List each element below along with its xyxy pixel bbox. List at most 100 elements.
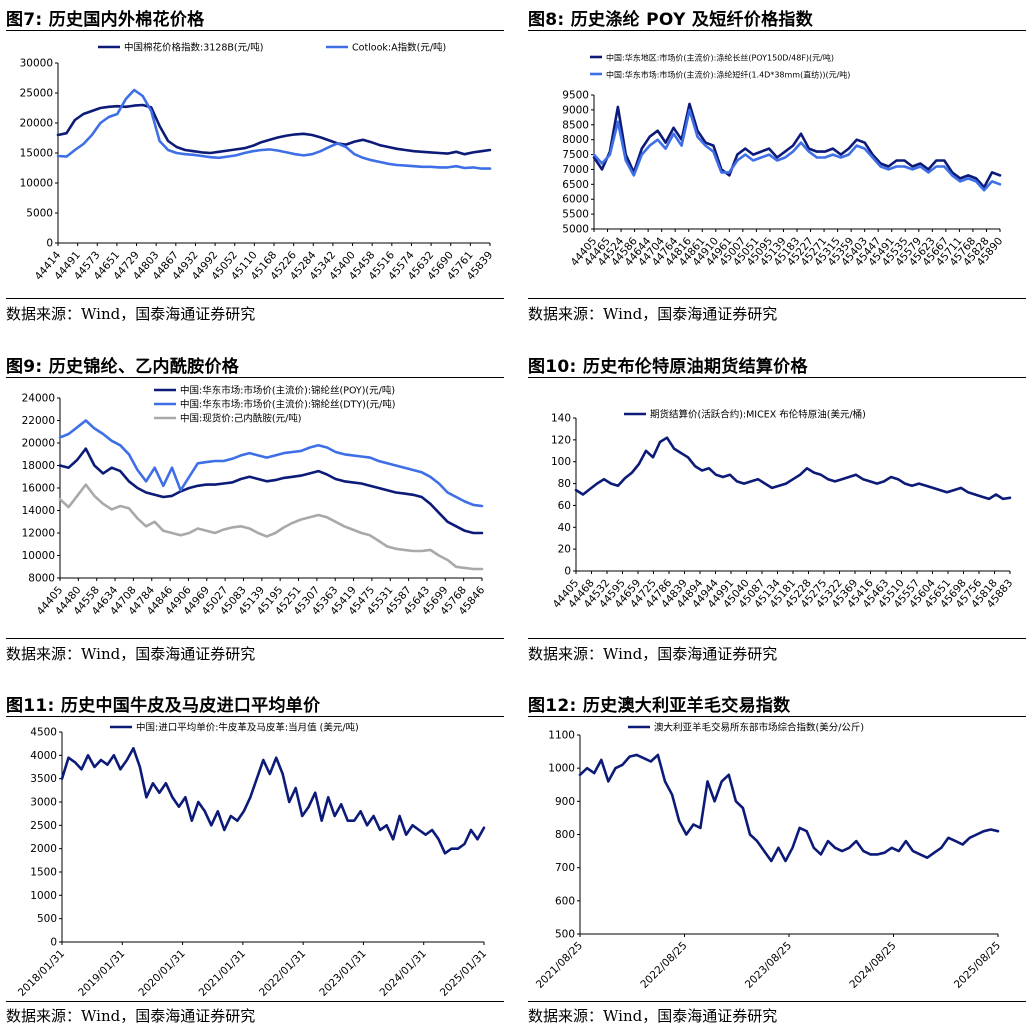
x-tick-label: 2024/08/25 — [847, 940, 898, 991]
x-tick-label: 2021/08/25 — [534, 940, 585, 991]
series-line-3 — [58, 483, 484, 571]
x-tick-label: 2025/08/25 — [952, 940, 1003, 991]
y-tick-label: 7500 — [562, 149, 589, 161]
y-tick-label: 2000 — [30, 843, 57, 855]
y-tick-label: 9500 — [562, 90, 589, 102]
y-tick-label: 6500 — [562, 179, 589, 191]
y-tick-label: 700 — [555, 862, 575, 874]
panel-title: 图11: 历史中国牛皮及马皮进口平均单价 — [6, 696, 321, 716]
y-tick-label: 120 — [551, 434, 571, 446]
y-tick-label: 0 — [50, 937, 57, 949]
series-line-2 — [56, 88, 492, 170]
y-tick-label: 0 — [46, 238, 53, 250]
x-tick-label: 2023/08/25 — [743, 940, 794, 991]
y-tick-label: 500 — [555, 929, 575, 941]
y-tick-label: 900 — [555, 796, 575, 808]
legend-label: 中国:华东市场:市场价(主流价):锦纶丝(POY)(元/吨) — [180, 385, 395, 397]
y-tick-label: 18000 — [22, 460, 55, 472]
chart-panel-wool: 图12: 历史澳大利亚羊毛交易指数 500 600 700 800 900 1000 110… — [528, 688, 1026, 1032]
y-tick-label: 40 — [558, 522, 571, 534]
y-tick-label: 60 — [558, 500, 571, 512]
x-tick-label: 2022/01/31 — [257, 948, 308, 999]
source-rule — [6, 638, 504, 639]
legend-label: 中国:华东地区:市场价(主流价):涤纶长丝(POY150D/48F)(元/吨) — [606, 53, 834, 63]
chart-svg: 0 500 1000 1500 2000 2500 3000 3500 4000 4500 2018… — [16, 722, 489, 999]
chart-panel-cotton: 图7: 历史国内外棉花价格 0 5000 10000 15000 20000 25000 3… — [6, 0, 504, 330]
y-tick-label: 2500 — [30, 820, 57, 832]
chart-svg: 0500010000150002000025000300004441444491… — [20, 42, 496, 283]
x-tick-label: 2022/08/25 — [638, 940, 689, 991]
y-tick-label: 12000 — [22, 528, 55, 540]
y-tick-label: 100 — [551, 456, 571, 468]
y-tick-label: 1500 — [30, 867, 57, 879]
y-tick-label: 8000 — [562, 134, 589, 146]
panel-title: 图12: 历史澳大利亚羊毛交易指数 — [528, 696, 791, 716]
y-tick-label: 22000 — [22, 415, 55, 427]
chart-svg: 8000 10000 12000 14000 16000 18000 20000 22000 2… — [22, 385, 488, 618]
series-line-1 — [592, 102, 1002, 189]
source-note: 数据来源：Wind，国泰海通证券研究 — [6, 305, 256, 323]
source-rule — [528, 1001, 1026, 1002]
y-tick-label: 10000 — [20, 178, 53, 190]
x-tick-label: 2024/01/31 — [378, 948, 429, 999]
chart-panel-polyester: 图8: 历史涤纶 POY 及短纤价格指数 5000 5500 6000 6500 700… — [528, 0, 1026, 330]
y-tick-label: 4000 — [30, 750, 57, 762]
series-line-1 — [60, 746, 486, 855]
y-tick-label: 15000 — [20, 148, 53, 160]
y-tick-label: 14000 — [22, 505, 55, 517]
panel-title: 图10: 历史布伦特原油期货结算价格 — [528, 357, 808, 377]
y-tick-label: 20000 — [22, 438, 55, 450]
legend-label: Cotlook:A指数(元/吨) — [352, 42, 446, 54]
x-tick-label: 2018/01/31 — [16, 948, 67, 999]
y-tick-label: 1000 — [30, 890, 57, 902]
chart-panel-hides: 图11: 历史中国牛皮及马皮进口平均单价 0 500 1000 1500 2000 250… — [6, 688, 504, 1032]
y-tick-label: 0 — [564, 566, 571, 578]
x-tick-label: 2023/01/31 — [317, 948, 368, 999]
source-note: 数据来源：Wind，国泰海通证券研究 — [6, 1007, 256, 1025]
series-line-1 — [578, 753, 1000, 863]
source-note: 数据来源：Wind，国泰海通证券研究 — [528, 1007, 778, 1025]
legend-label: 中国:现货价:己内酰胺(元/吨) — [180, 413, 302, 425]
y-tick-label: 3500 — [30, 773, 57, 785]
title-rule — [528, 30, 1026, 31]
y-tick-label: 9000 — [562, 104, 589, 116]
chart-svg: 5000 5500 6000 6500 7000 7500 8000 8500 9000 9500… — [562, 53, 1005, 269]
y-tick-label: 800 — [555, 829, 575, 841]
chart-panel-brent: 图10: 历史布伦特原油期货结算价格 0 20 40 60 80 100 120 140 444… — [528, 347, 1026, 677]
series-line-2 — [592, 108, 1002, 192]
legend-label: 期货结算价(活跃合约):MICEX 布伦特原油(美元/桶) — [650, 409, 866, 421]
title-rule — [6, 716, 504, 717]
y-tick-label: 30000 — [20, 58, 53, 70]
legend-label: 中国:华东市场:市场价(主流价):涤纶短纤(1.4D*38mm(直纺))(元/吨… — [606, 70, 850, 80]
title-rule — [6, 377, 504, 378]
panel-title: 图9: 历史锦纶、乙内酰胺价格 — [6, 357, 240, 377]
y-tick-label: 1100 — [548, 730, 575, 742]
source-rule — [528, 638, 1026, 639]
x-tick-label: 2020/01/31 — [136, 948, 187, 999]
y-tick-label: 500 — [37, 913, 57, 925]
y-tick-label: 10000 — [22, 550, 55, 562]
source-rule — [6, 298, 504, 299]
x-tick-label: 2025/01/31 — [438, 948, 489, 999]
y-tick-label: 5000 — [562, 224, 589, 236]
chart-svg: 500 600 700 800 900 1000 1100 2021/08/25 2022/08… — [534, 722, 1003, 991]
title-rule — [6, 30, 504, 31]
y-tick-label: 3000 — [30, 797, 57, 809]
panel-title: 图8: 历史涤纶 POY 及短纤价格指数 — [528, 10, 813, 30]
series-line-2 — [58, 419, 484, 508]
y-tick-label: 80 — [558, 478, 571, 490]
source-rule — [6, 1001, 504, 1002]
title-rule — [528, 716, 1026, 717]
chart-panel-nylon: 图9: 历史锦纶、乙内酰胺价格 8000 10000 12000 14000 16000… — [6, 347, 504, 677]
y-tick-label: 1000 — [548, 763, 575, 775]
source-note: 数据来源：Wind，国泰海通证券研究 — [528, 645, 778, 663]
y-tick-label: 25000 — [20, 88, 53, 100]
y-tick-label: 20 — [558, 544, 571, 556]
series-line-1 — [574, 436, 1012, 501]
title-rule — [528, 377, 1026, 378]
source-note: 数据来源：Wind，国泰海通证券研究 — [528, 305, 778, 323]
legend-label: 中国棉花价格指数:3128B(元/吨) — [124, 42, 264, 54]
y-tick-label: 16000 — [22, 483, 55, 495]
chart-svg: 0204060801001201404440544468445324459544… — [551, 409, 1016, 611]
x-tick-label: 2019/01/31 — [76, 948, 127, 999]
